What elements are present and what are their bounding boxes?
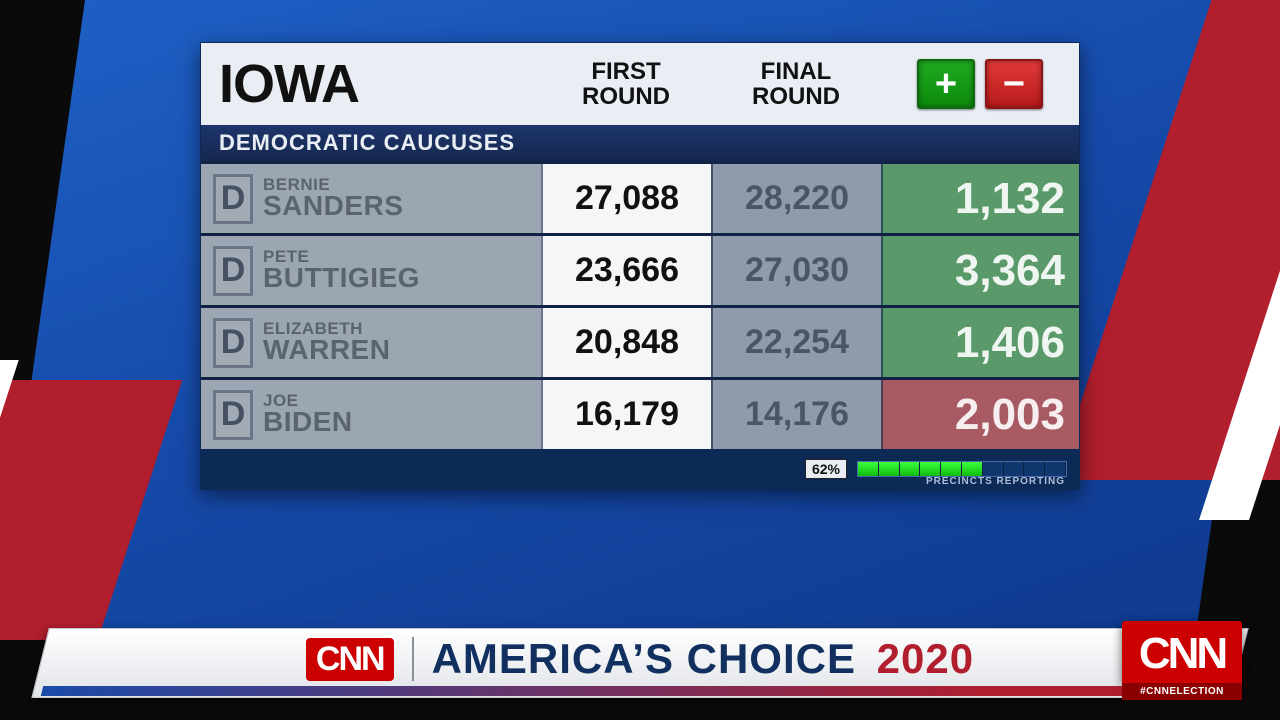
candidate-last-name: SANDERS	[263, 193, 403, 220]
reporting-progress-bar	[857, 461, 1067, 477]
results-board: IOWA FIRST ROUND FINAL ROUND + − DEMOCRA…	[200, 42, 1080, 490]
candidate-row: D PETEBUTTIGIEG 23,66627,0303,364	[201, 233, 1079, 305]
party-letter: D	[221, 179, 246, 218]
lower-third-year: 2020	[877, 635, 974, 682]
candidate-row: D BERNIESANDERS 27,08828,2201,132	[201, 161, 1079, 233]
reporting-label: PRECINCTS REPORTING	[926, 476, 1065, 487]
progress-segment	[920, 462, 941, 476]
party-box: D	[213, 390, 253, 440]
final-round-value: 22,254	[711, 308, 881, 377]
progress-segment	[983, 462, 1004, 476]
delta-value: 3,364	[881, 236, 1079, 305]
lower-third-content: CNN AMERICA’S CHOICE 2020	[0, 628, 1280, 690]
lower-third-divider	[412, 637, 414, 681]
candidate-name: BERNIESANDERS	[263, 177, 403, 220]
final-round-value: 27,030	[711, 236, 881, 305]
first-round-value: 27,088	[541, 164, 711, 233]
bug-hashtag: #CNNELECTION	[1122, 683, 1242, 700]
lower-third: CNN AMERICA’S CHOICE 2020	[0, 628, 1280, 700]
candidate-last-name: BUTTIGIEG	[263, 265, 420, 292]
first-round-value: 20,848	[541, 308, 711, 377]
candidate-row: D ELIZABETHWARREN 20,84822,2541,406	[201, 305, 1079, 377]
candidate-last-name: BIDEN	[263, 409, 353, 436]
final-round-value: 14,176	[711, 380, 881, 449]
progress-segment	[879, 462, 900, 476]
minus-icon: −	[985, 59, 1043, 109]
delta-value: 2,003	[881, 380, 1079, 449]
lower-third-title-text: AMERICA’S CHOICE	[432, 635, 856, 682]
candidate-name: PETEBUTTIGIEG	[263, 249, 420, 292]
cnn-logo-inline: CNN	[306, 638, 394, 681]
progress-segment	[1024, 462, 1045, 476]
lower-third-title: AMERICA’S CHOICE 2020	[432, 635, 974, 683]
cnn-logo-bug: CNN	[1122, 621, 1242, 683]
plus-icon: +	[917, 59, 975, 109]
progress-segment	[900, 462, 921, 476]
network-bug: CNN #CNNELECTION	[1122, 621, 1242, 700]
party-letter: D	[221, 251, 246, 290]
party-box: D	[213, 174, 253, 224]
progress-segment	[1004, 462, 1025, 476]
delta-legend: + −	[881, 59, 1079, 109]
candidate-cell: D BERNIESANDERS	[201, 164, 541, 233]
final-round-value: 28,220	[711, 164, 881, 233]
delta-value: 1,132	[881, 164, 1079, 233]
candidate-rows: D BERNIESANDERS 27,08828,2201,132 D PETEBUTT…	[201, 161, 1079, 449]
candidate-last-name: WARREN	[263, 337, 390, 364]
party-letter: D	[221, 395, 246, 434]
party-box: D	[213, 318, 253, 368]
progress-segment	[1045, 462, 1066, 476]
candidate-cell: D ELIZABETHWARREN	[201, 308, 541, 377]
candidate-name: JOEBIDEN	[263, 393, 353, 436]
party-box: D	[213, 246, 253, 296]
board-header: IOWA FIRST ROUND FINAL ROUND + −	[201, 43, 1079, 125]
candidate-name: ELIZABETHWARREN	[263, 321, 390, 364]
progress-segment	[941, 462, 962, 476]
board-footer: 62% PRECINCTS REPORTING	[201, 449, 1079, 489]
column-header-first-round: FIRST ROUND	[541, 59, 711, 109]
first-round-value: 23,666	[541, 236, 711, 305]
first-round-value: 16,179	[541, 380, 711, 449]
column-header-final-round: FINAL ROUND	[711, 59, 881, 109]
delta-value: 1,406	[881, 308, 1079, 377]
progress-segment	[962, 462, 983, 476]
candidate-row: D JOEBIDEN 16,17914,1762,003	[201, 377, 1079, 449]
progress-segment	[858, 462, 879, 476]
candidate-cell: D PETEBUTTIGIEG	[201, 236, 541, 305]
reporting-percent: 62%	[805, 459, 847, 479]
state-title: IOWA	[201, 53, 541, 115]
candidate-cell: D JOEBIDEN	[201, 380, 541, 449]
party-letter: D	[221, 323, 246, 362]
board-subheader: DEMOCRATIC CAUCUSES	[201, 125, 1079, 161]
